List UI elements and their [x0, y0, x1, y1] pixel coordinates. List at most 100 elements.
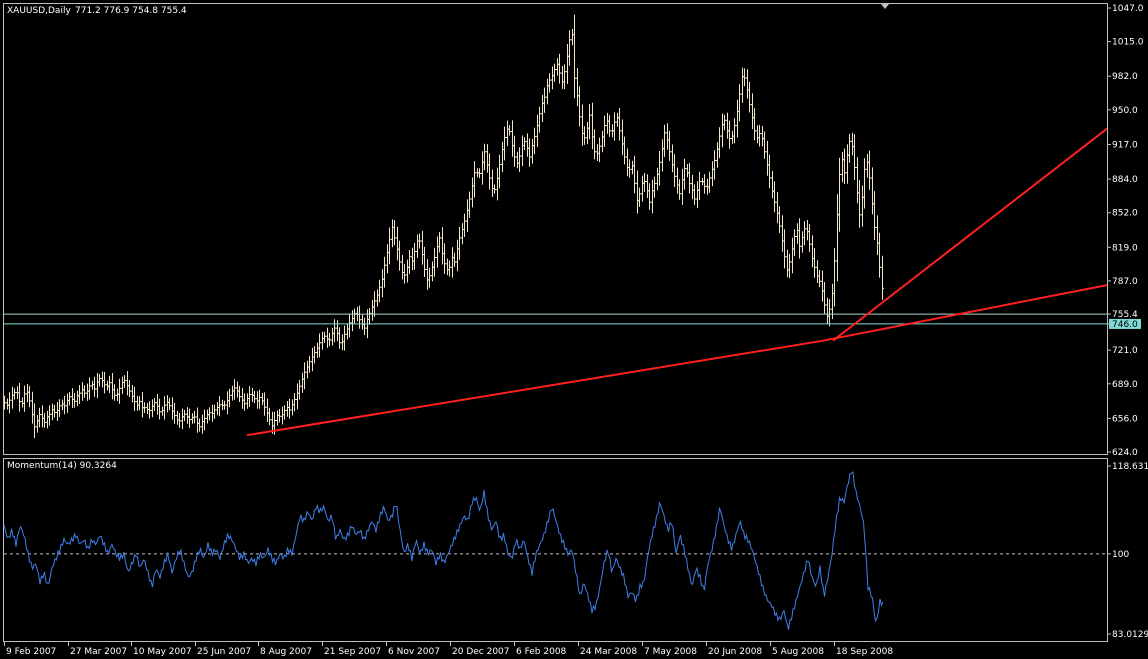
ohlc-bar — [583, 126, 586, 145]
ohlc-bar — [253, 390, 256, 404]
price-label-box — [1109, 318, 1141, 329]
x-tick-label: 25 Jun 2007 — [197, 647, 251, 657]
ohlc-bar — [768, 154, 771, 189]
ohlc-bar — [658, 151, 661, 186]
ohlc-bar — [203, 409, 206, 431]
ohlc-bar — [573, 14, 576, 99]
momentum-series — [3, 470, 1107, 630]
momentum-y-axis: 118.631 100 83.0129 — [1107, 462, 1148, 640]
ohlc-bar — [518, 147, 521, 172]
ohlc-bar — [468, 191, 471, 218]
ohlc-bar — [733, 118, 736, 144]
ohlc-bar — [858, 179, 861, 228]
ohlc-bar — [683, 158, 686, 190]
ohlc-bar — [78, 385, 81, 404]
ohlc-bar — [638, 187, 641, 207]
ohlc-bar — [103, 371, 106, 394]
shift-marker-icon[interactable] — [881, 4, 889, 9]
ohlc-bar — [13, 388, 16, 400]
ohlc-bar — [853, 134, 856, 180]
ohlc-bar — [18, 382, 21, 412]
ohlc-bar — [423, 246, 426, 277]
ohlc-bar — [608, 115, 611, 137]
ohlc-bar — [28, 385, 31, 408]
y-tick-label: 624.0 — [1112, 448, 1138, 458]
ohlc-bar — [283, 405, 286, 420]
ohlc-bar — [818, 270, 821, 288]
ohlc-bar — [603, 115, 606, 147]
ohlc-bar — [878, 232, 881, 278]
y-tick-label: 982.0 — [1112, 72, 1138, 82]
ohlc-bar — [408, 250, 411, 274]
ohlc-bar — [128, 380, 131, 397]
ohlc-bar — [418, 233, 421, 249]
ohlc-bar — [98, 374, 101, 387]
ohlc-bar — [113, 384, 116, 401]
ohlc-bar — [398, 240, 401, 271]
x-tick-label: 27 Mar 2007 — [70, 647, 127, 657]
ohlc-bar — [593, 129, 596, 160]
ohlc-values: 771.2 776.9 754.8 755.4 — [75, 6, 187, 16]
ohlc-bar — [343, 325, 346, 351]
ohlc-bar — [508, 125, 511, 136]
y-tick-label: 721.0 — [1112, 346, 1138, 356]
ohlc-bar — [823, 282, 826, 314]
ohlc-bar — [643, 173, 646, 192]
y-tick-label: 852.0 — [1112, 209, 1138, 219]
ohlc-bar — [528, 138, 531, 167]
ohlc-bar — [8, 392, 11, 414]
ohlc-bar — [53, 404, 56, 418]
ohlc-bar — [138, 396, 141, 411]
ohlc-bar — [833, 248, 836, 307]
ohlc-bar — [433, 247, 436, 277]
ohlc-bar — [881, 255, 884, 300]
y-tick-label: 1047.0 — [1112, 4, 1144, 14]
ohlc-bar — [763, 131, 766, 159]
ohlc-bar — [328, 332, 331, 347]
x-tick-label: 20 Dec 2007 — [452, 647, 510, 657]
trend-line[interactable] — [246, 339, 824, 437]
trend-lines[interactable] — [246, 127, 1108, 437]
y-tick-label: 746.0 — [1112, 320, 1138, 330]
x-tick-label: 20 Jun 2008 — [708, 647, 762, 657]
momentum-title: Momentum(14) 90.3264 — [7, 461, 117, 471]
horizontal-lines[interactable] — [4, 313, 1107, 325]
ohlc-bar — [863, 158, 866, 209]
ohlc-bar — [153, 397, 156, 411]
ohlc-bar — [478, 168, 481, 179]
ohlc-bar — [753, 108, 756, 141]
ohlc-bar — [503, 126, 506, 161]
ohlc-bar — [668, 130, 671, 161]
ohlc-bar — [173, 403, 176, 424]
y-tick-label: 917.0 — [1112, 140, 1138, 150]
ohlc-bar — [133, 386, 136, 412]
ohlc-bar — [193, 411, 196, 424]
ohlc-bar — [623, 136, 626, 165]
ohlc-bar — [183, 410, 186, 422]
ohlc-bar — [403, 263, 406, 284]
ohlc-bar — [58, 399, 61, 418]
ohlc-bar — [368, 308, 371, 325]
ohlc-bar — [868, 150, 871, 190]
ohlc-bar — [68, 391, 71, 406]
ohlc-bar — [363, 317, 366, 336]
ohlc-bar — [338, 327, 341, 349]
ohlc-bar — [158, 398, 161, 420]
ohlc-bar — [118, 378, 121, 404]
ohlc-bar — [298, 379, 301, 400]
ohlc-bar — [543, 87, 546, 113]
ohlc-bar — [718, 127, 721, 159]
trend-line[interactable] — [832, 127, 1108, 342]
ohlc-bar — [458, 226, 461, 260]
momentum-panel-frame — [3, 458, 1108, 642]
ohlc-bar — [208, 407, 211, 421]
ohlc-bar — [238, 385, 241, 402]
ohlc-bar — [323, 331, 326, 343]
ohlc-bar — [258, 389, 261, 409]
ohlc-bar — [63, 395, 66, 415]
ohlc-bar — [93, 376, 96, 397]
ohlc-bar — [163, 396, 166, 420]
ohlc-bar — [428, 267, 431, 288]
trend-line[interactable] — [822, 284, 1108, 342]
ohlc-bar — [758, 124, 761, 147]
